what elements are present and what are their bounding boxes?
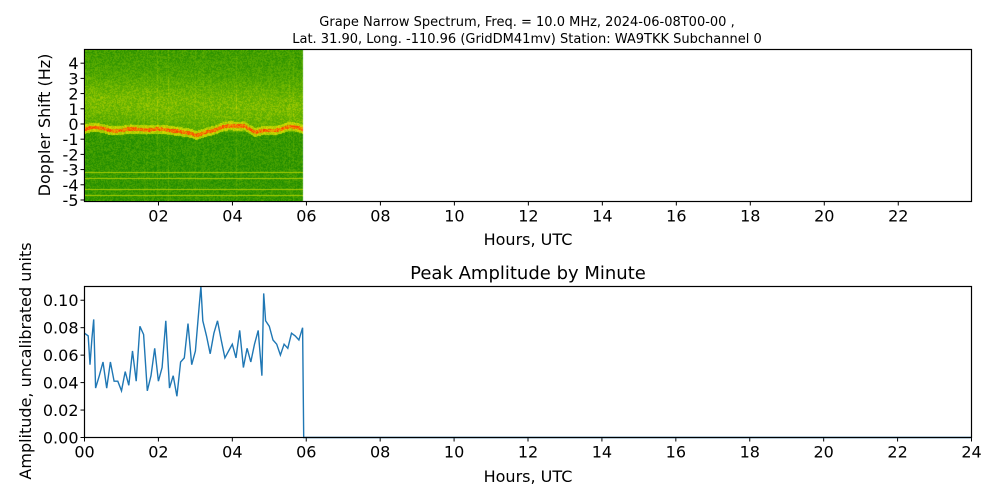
spectrum-ytick-label: -3 <box>63 161 79 180</box>
amplitude-xlabel: Hours, UTC <box>484 467 573 486</box>
amplitude-xtick-label: 00 <box>74 443 94 462</box>
spectrum-ytick-label: 0 <box>68 115 78 134</box>
spectrum-ytick-label: 1 <box>68 100 78 119</box>
spectrum-ytick-label: -4 <box>63 176 79 195</box>
amplitude-xtick-label: 18 <box>740 443 760 462</box>
amplitude-xtick-label: 10 <box>444 443 464 462</box>
amplitude-ylabel: Amplitude, uncalibrated units <box>16 242 35 479</box>
spectrum-ytick-label: 3 <box>68 69 78 88</box>
spectrum-ytick-label: -2 <box>63 145 79 164</box>
spectrum-xtick-label: 02 <box>148 207 168 226</box>
amplitude-ytick-label: 0.02 <box>43 401 79 420</box>
spectrum-xtick-label: 14 <box>592 207 612 226</box>
amplitude-xtick-label: 02 <box>148 443 168 462</box>
spectrum-xtick-label: 10 <box>444 207 464 226</box>
spectrum-xtick-label: 06 <box>296 207 316 226</box>
amplitude-xtick-label: 06 <box>296 443 316 462</box>
amplitude-xtick-label: 04 <box>222 443 242 462</box>
amplitude-ytick-label: 0.10 <box>43 291 79 310</box>
amplitude-ytick-label: 0.06 <box>43 346 79 365</box>
spectrum-xtick-label: 16 <box>666 207 686 226</box>
amplitude-axes: 00 02 04 06 08 10 12 14 16 18 20 22 24 0.00 0.02 0.04 0.… <box>43 285 982 462</box>
spectrum-frame <box>83 48 973 203</box>
amplitude-ytick-label: 0.04 <box>43 374 79 393</box>
spectrum-xtick-label: 18 <box>740 207 760 226</box>
amplitude-xtick-label: 16 <box>666 443 686 462</box>
spectrum-ytick-label: -1 <box>63 130 79 149</box>
amplitude-ytick-label: 0.00 <box>43 429 79 448</box>
amplitude-xtick-label: 14 <box>592 443 612 462</box>
spectrum-xtick-label: 22 <box>888 207 908 226</box>
spectrum-xtick-label: 04 <box>222 207 242 226</box>
amplitude-frame <box>83 285 973 439</box>
spectrum-title-line2: Lat. 31.90, Long. -110.96 (GridDM41mv) S… <box>292 32 762 47</box>
spectrum-xtick-label: 12 <box>518 207 538 226</box>
spectrum-ylabel: Doppler Shift (Hz) <box>35 54 54 197</box>
amplitude-xtick-label: 24 <box>961 443 981 462</box>
spectrum-ytick-label: -5 <box>63 191 79 210</box>
amplitude-title: Peak Amplitude by Minute <box>410 263 646 284</box>
spectrum-ytick-label: 4 <box>68 54 78 73</box>
spectrum-xlabel: Hours, UTC <box>484 230 573 249</box>
spectrum-title-line1: Grape Narrow Spectrum, Freq. = 10.0 MHz,… <box>319 15 734 30</box>
spectrum-ytick-label: 2 <box>68 85 78 104</box>
spectrogram-heatmap <box>85 50 971 201</box>
amplitude-series-line <box>84 286 972 439</box>
amplitude-xtick-label: 20 <box>813 443 833 462</box>
amplitude-ytick-label: 0.08 <box>43 319 79 338</box>
spectrum-xtick-label: 08 <box>370 207 390 226</box>
amplitude-xtick-label: 12 <box>518 443 538 462</box>
amplitude-xtick-label: 22 <box>887 443 907 462</box>
spectrum-xtick-label: 20 <box>814 207 834 226</box>
amplitude-xtick-label: 08 <box>370 443 390 462</box>
